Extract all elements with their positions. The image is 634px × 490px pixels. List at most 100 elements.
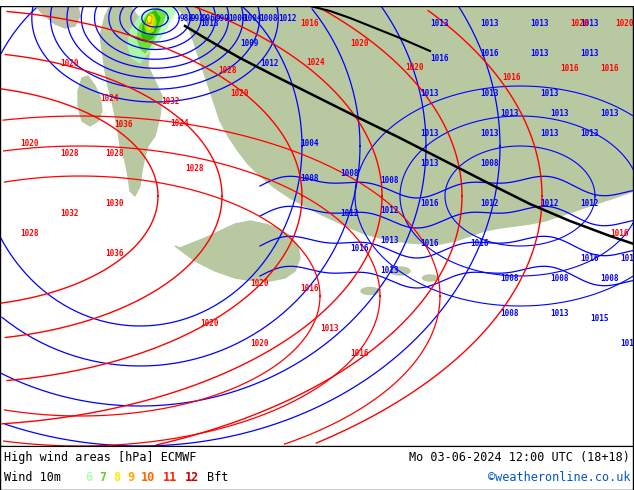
Text: 1020: 1020 [230,89,249,98]
Text: 1020: 1020 [250,279,269,288]
Text: 1013: 1013 [540,129,559,138]
Text: 1020: 1020 [350,39,368,48]
Text: 1016: 1016 [620,339,634,348]
Text: 1016: 1016 [600,64,619,73]
Text: 1024: 1024 [170,119,188,128]
Text: 1016: 1016 [502,73,521,82]
Text: 1028: 1028 [60,149,79,158]
Text: 1016: 1016 [610,229,628,238]
Text: 1000: 1000 [229,14,247,23]
Text: 1016: 1016 [300,284,318,293]
Text: 1012: 1012 [260,59,278,68]
Text: 988: 988 [179,14,193,23]
Text: 1013: 1013 [550,109,569,118]
Text: 1013: 1013 [320,324,339,333]
Text: 1004: 1004 [243,14,261,23]
Text: 1020: 1020 [20,139,39,148]
Text: 1016: 1016 [560,64,578,73]
Text: 1008: 1008 [500,309,519,318]
Text: 1008: 1008 [380,176,399,185]
Text: 1013: 1013 [580,129,598,138]
Text: 992: 992 [190,14,204,23]
Text: 1020: 1020 [60,59,79,68]
Text: 1013: 1013 [540,89,559,98]
Text: Bft: Bft [207,470,228,484]
Text: 1016: 1016 [300,19,318,28]
Text: 8: 8 [113,470,120,484]
Polygon shape [100,6,162,196]
Text: 1024: 1024 [100,94,119,103]
Text: 1016: 1016 [480,49,498,58]
Ellipse shape [361,288,379,294]
Text: 1008: 1008 [259,14,278,23]
Text: Wind 10m: Wind 10m [4,470,61,484]
Text: 1016: 1016 [350,349,368,358]
Text: 1020: 1020 [250,339,269,348]
Polygon shape [35,6,80,28]
Text: 1013: 1013 [500,109,519,118]
Text: 1032: 1032 [161,97,179,106]
Text: 1013: 1013 [420,159,439,168]
Polygon shape [148,16,151,22]
Text: 1013: 1013 [430,19,448,28]
Text: 1016: 1016 [470,239,489,248]
Text: Mo 03-06-2024 12:00 UTC (18+18): Mo 03-06-2024 12:00 UTC (18+18) [409,450,630,464]
Text: 1028: 1028 [185,164,204,173]
Text: 1020: 1020 [405,63,424,72]
Text: 9: 9 [127,470,134,484]
Text: 1016: 1016 [580,254,598,263]
Polygon shape [175,6,634,244]
Polygon shape [148,15,152,24]
Text: 1012: 1012 [580,199,598,208]
Text: 1013: 1013 [200,19,219,28]
Text: 996: 996 [201,14,215,23]
Text: 7: 7 [99,470,106,484]
Text: 1008: 1008 [500,274,519,283]
Text: 10: 10 [141,470,155,484]
Text: 1013: 1013 [580,49,598,58]
Text: 1013: 1013 [530,49,548,58]
Text: 1008: 1008 [340,169,358,178]
Text: 1016: 1016 [350,244,368,253]
Text: 1036: 1036 [105,249,124,258]
Text: 999: 999 [216,14,230,23]
Polygon shape [147,14,154,30]
Text: 1016: 1016 [420,199,439,208]
Text: 1009: 1009 [240,39,259,48]
Text: 1016: 1016 [430,54,448,63]
Polygon shape [128,6,175,63]
Text: 1012: 1012 [380,206,399,215]
Text: 1013: 1013 [380,266,399,275]
Text: 1020: 1020 [615,19,633,28]
Text: ©weatheronline.co.uk: ©weatheronline.co.uk [488,470,630,484]
Text: 1008: 1008 [300,174,318,183]
Text: 1013: 1013 [480,129,498,138]
Text: High wind areas [hPa] ECMWF: High wind areas [hPa] ECMWF [4,450,197,464]
Text: 1008: 1008 [600,274,619,283]
Polygon shape [142,11,160,42]
Text: 1020: 1020 [570,19,588,28]
Text: 1013: 1013 [420,129,439,138]
Text: 1012: 1012 [480,199,498,208]
Polygon shape [310,6,420,36]
Text: 1028: 1028 [20,229,39,238]
Text: 11: 11 [163,470,178,484]
Polygon shape [78,76,102,126]
Text: 1028: 1028 [218,67,236,75]
Text: 1013: 1013 [580,19,598,28]
Text: 1013: 1013 [480,89,498,98]
Text: 1036: 1036 [115,120,133,129]
Text: 1012: 1012 [278,14,297,23]
Polygon shape [145,14,156,34]
Polygon shape [137,8,166,53]
Text: 1032: 1032 [60,209,79,218]
Text: 6: 6 [85,470,92,484]
Ellipse shape [390,267,410,275]
Text: 1016: 1016 [620,254,634,263]
Text: 1013: 1013 [420,89,439,98]
Text: 1013: 1013 [550,309,569,318]
Polygon shape [175,221,300,281]
Text: 1013: 1013 [480,19,498,28]
Text: 1013: 1013 [600,109,619,118]
Text: 1030: 1030 [105,199,124,208]
